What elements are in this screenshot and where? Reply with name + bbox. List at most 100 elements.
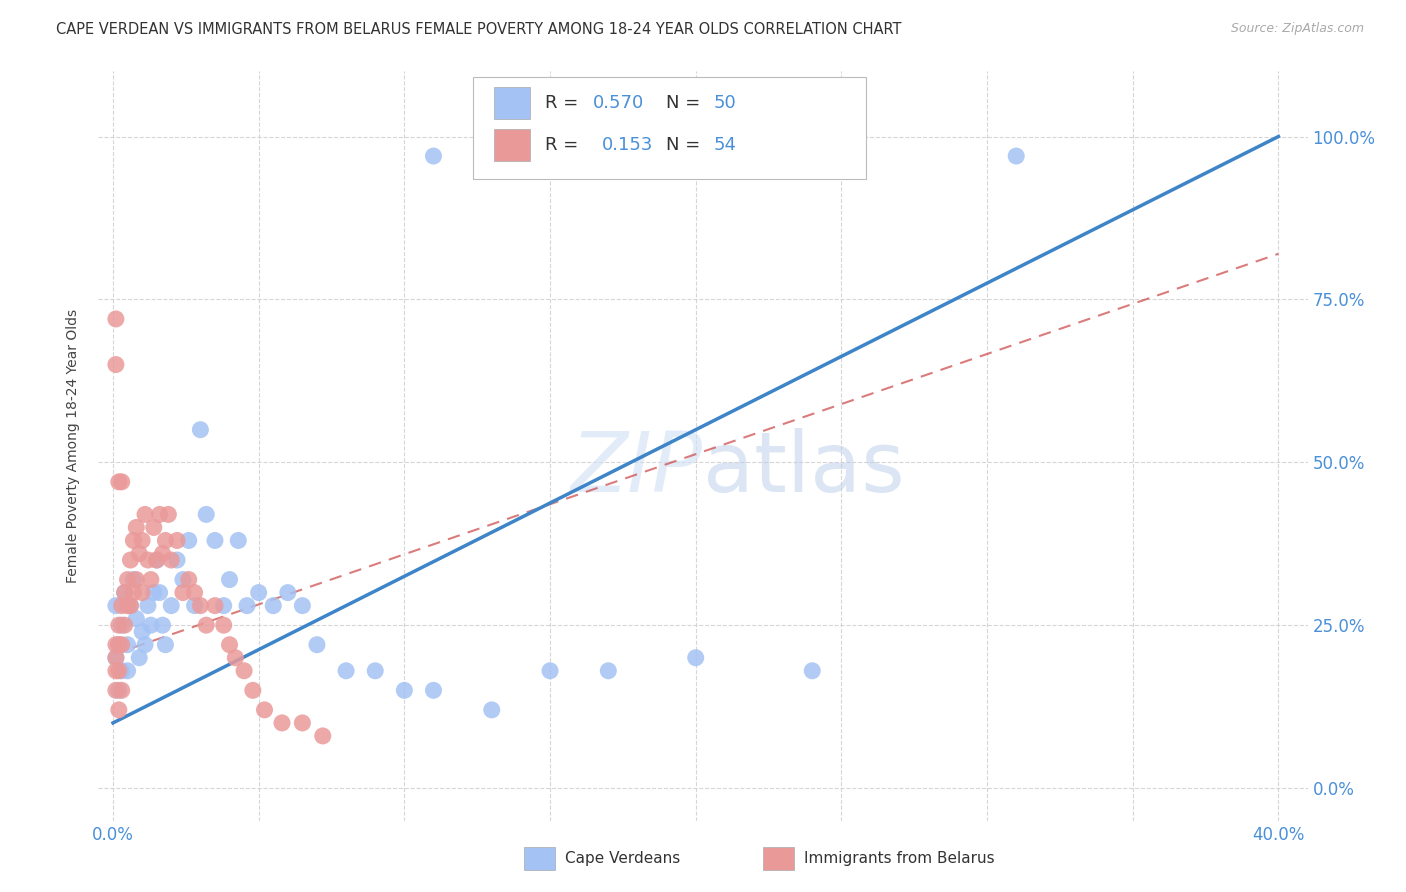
Point — [166, 553, 188, 567]
Point — [114, 585, 136, 599]
Point — [312, 729, 335, 743]
Point — [190, 599, 212, 613]
FancyBboxPatch shape — [494, 129, 530, 161]
Point — [195, 618, 218, 632]
Point — [177, 533, 200, 548]
Point — [155, 533, 177, 548]
Point — [218, 573, 240, 587]
Point — [166, 533, 188, 548]
Point — [111, 664, 134, 678]
Point — [131, 624, 153, 639]
Point — [1005, 149, 1028, 163]
Point — [108, 664, 131, 678]
Point — [149, 585, 172, 599]
Point — [120, 599, 142, 613]
Point — [136, 553, 159, 567]
Point — [122, 533, 145, 548]
Point — [142, 520, 165, 534]
Text: R =: R = — [544, 136, 589, 154]
Point — [212, 618, 235, 632]
Point — [801, 664, 824, 678]
Text: ZIP: ZIP — [571, 428, 703, 509]
Text: atlas: atlas — [703, 428, 904, 509]
Point — [335, 664, 357, 678]
Point — [111, 599, 134, 613]
Point — [538, 664, 561, 678]
Point — [242, 683, 264, 698]
Point — [226, 533, 249, 548]
Point — [108, 703, 131, 717]
Point — [204, 599, 226, 613]
Point — [136, 599, 159, 613]
Point — [233, 664, 256, 678]
Point — [104, 650, 127, 665]
Point — [108, 618, 131, 632]
Point — [108, 475, 131, 489]
Point — [145, 553, 167, 567]
Point — [155, 638, 177, 652]
Text: 50: 50 — [714, 94, 737, 112]
Point — [114, 585, 136, 599]
Point — [172, 573, 194, 587]
Point — [111, 475, 134, 489]
Point — [125, 520, 148, 534]
Point — [394, 683, 416, 698]
Point — [152, 547, 174, 561]
Text: 0.570: 0.570 — [593, 94, 644, 112]
Point — [131, 585, 153, 599]
Point — [262, 599, 284, 613]
Point — [125, 612, 148, 626]
Point — [120, 599, 142, 613]
Point — [108, 683, 131, 698]
Point — [117, 573, 139, 587]
Point — [111, 683, 134, 698]
Point — [134, 508, 156, 522]
FancyBboxPatch shape — [474, 78, 866, 178]
Point — [190, 423, 212, 437]
Text: Source: ZipAtlas.com: Source: ZipAtlas.com — [1230, 22, 1364, 36]
Point — [134, 638, 156, 652]
Text: Immigrants from Belarus: Immigrants from Belarus — [804, 851, 995, 866]
Point — [104, 312, 127, 326]
Point — [145, 553, 167, 567]
Point — [422, 149, 444, 163]
Point — [131, 533, 153, 548]
Text: CAPE VERDEAN VS IMMIGRANTS FROM BELARUS FEMALE POVERTY AMONG 18-24 YEAR OLDS COR: CAPE VERDEAN VS IMMIGRANTS FROM BELARUS … — [56, 22, 901, 37]
Point — [271, 715, 294, 730]
Point — [142, 585, 165, 599]
Text: Cape Verdeans: Cape Verdeans — [565, 851, 681, 866]
Point — [125, 573, 148, 587]
Point — [160, 553, 183, 567]
Point — [204, 533, 226, 548]
Point — [305, 638, 328, 652]
Point — [291, 715, 314, 730]
Point — [104, 638, 127, 652]
Point — [172, 585, 194, 599]
Point — [104, 650, 127, 665]
Point — [157, 508, 180, 522]
Point — [224, 650, 246, 665]
Text: R =: R = — [544, 94, 583, 112]
Y-axis label: Female Poverty Among 18-24 Year Olds: Female Poverty Among 18-24 Year Olds — [66, 309, 80, 583]
Point — [195, 508, 218, 522]
Point — [128, 650, 150, 665]
Point — [685, 650, 707, 665]
Point — [481, 703, 503, 717]
Point — [117, 599, 139, 613]
Point — [277, 585, 299, 599]
Point — [236, 599, 259, 613]
Point — [122, 573, 145, 587]
Point — [247, 585, 270, 599]
Point — [139, 573, 162, 587]
Text: 0.153: 0.153 — [602, 136, 652, 154]
Point — [422, 683, 444, 698]
Point — [111, 618, 134, 632]
Point — [183, 599, 205, 613]
Point — [364, 664, 387, 678]
Text: N =: N = — [665, 94, 706, 112]
Point — [253, 703, 276, 717]
Point — [117, 664, 139, 678]
Point — [108, 638, 131, 652]
Point — [117, 638, 139, 652]
Point — [149, 508, 172, 522]
